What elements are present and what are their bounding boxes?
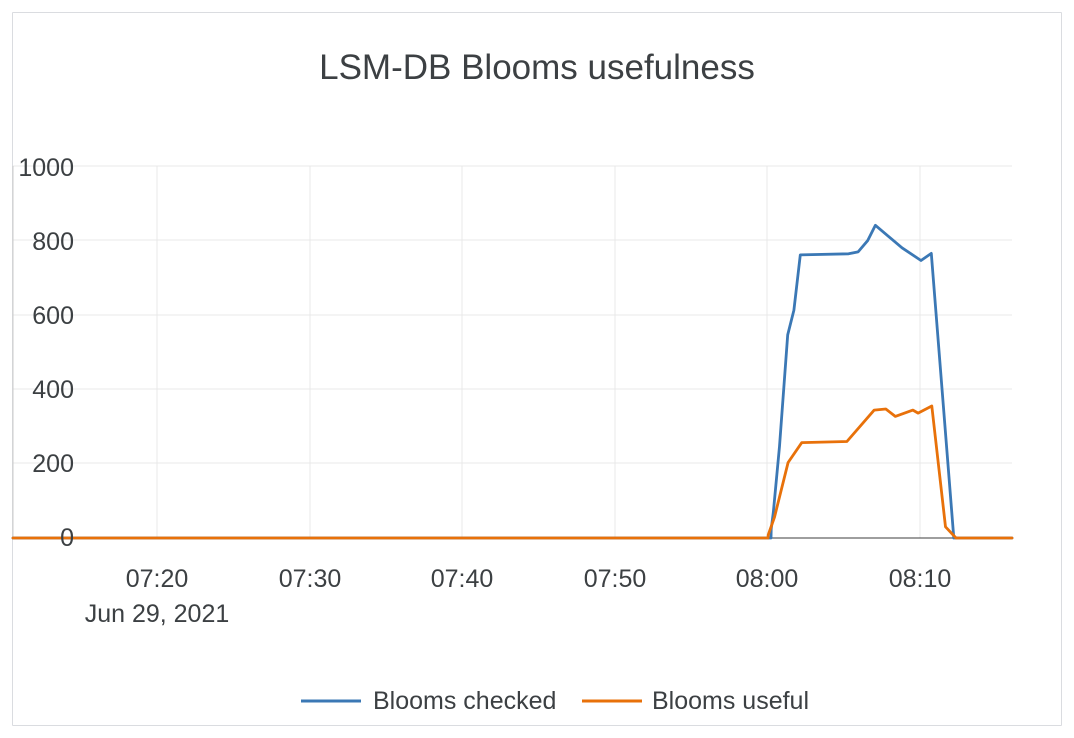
svg-text:07:40: 07:40 [431,565,494,593]
svg-text:Jun 29, 2021: Jun 29, 2021 [85,600,230,628]
svg-text:400: 400 [32,376,74,404]
svg-text:07:50: 07:50 [584,565,647,593]
svg-text:800: 800 [32,228,74,256]
svg-text:07:20: 07:20 [126,565,189,593]
svg-text:Blooms checked: Blooms checked [373,687,556,715]
svg-text:Blooms useful: Blooms useful [652,687,809,715]
svg-text:08:00: 08:00 [736,565,799,593]
svg-text:200: 200 [32,450,74,478]
svg-text:07:30: 07:30 [279,565,342,593]
svg-text:1000: 1000 [18,154,74,182]
svg-text:08:10: 08:10 [889,565,952,593]
svg-text:600: 600 [32,302,74,330]
svg-text:0: 0 [60,524,74,552]
